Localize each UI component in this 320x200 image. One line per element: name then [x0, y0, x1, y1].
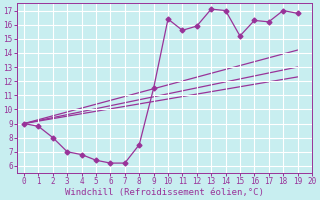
X-axis label: Windchill (Refroidissement éolien,°C): Windchill (Refroidissement éolien,°C): [65, 188, 264, 197]
